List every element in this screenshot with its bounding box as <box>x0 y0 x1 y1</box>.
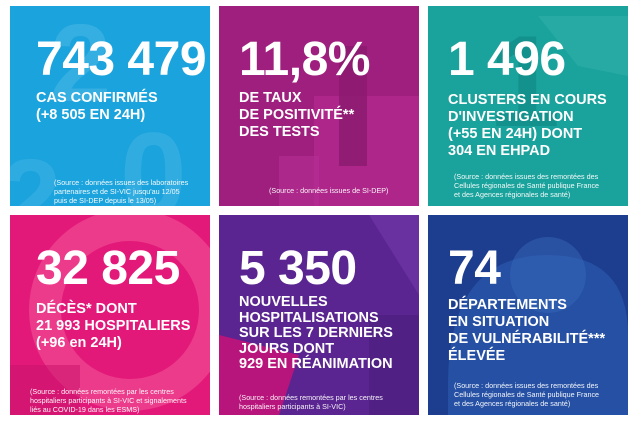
tile-source: (Source : données issues des remontées d… <box>454 172 600 199</box>
svg-text:1: 1 <box>488 8 560 154</box>
vulnerable-departments-tile: 74 DÉPARTEMENTS EN SITUATION DE VULNÉRAB… <box>428 215 628 415</box>
tile-background-decoration <box>448 237 628 415</box>
svg-text:0: 0 <box>120 108 187 206</box>
tile-background-decoration <box>219 215 419 415</box>
tile-label: CAS CONFIRMÉS (+8 505 EN 24H) <box>36 90 158 123</box>
tile-background-decoration <box>279 46 419 206</box>
positivity-rate-tile: 11,8% DE TAUX DE POSITIVITÉ** DES TESTS … <box>219 6 419 206</box>
hospitalisations-tile: 5 350 NOUVELLES HOSPITALISATIONS SUR LES… <box>219 215 419 415</box>
tile-background-decoration: 2 0 2 <box>10 6 187 206</box>
svg-text:2: 2 <box>50 6 111 125</box>
tile-background-decoration <box>10 215 210 415</box>
tile-source: (Source : données issues des laboratoire… <box>54 178 189 205</box>
svg-text:2: 2 <box>10 137 61 206</box>
tile-label: DÉPARTEMENTS EN SITUATION DE VULNÉRABILI… <box>448 297 606 364</box>
tile-value: 743 479 <box>36 33 207 86</box>
tile-value: 32 825 <box>36 242 180 295</box>
tile-value: 5 350 <box>239 242 357 295</box>
tile-source: (Source : données issues des remontées d… <box>454 381 600 408</box>
tile-label: DE TAUX DE POSITIVITÉ** DES TESTS <box>239 90 355 140</box>
tile-source: (Source : données issues de SI-DEP) <box>269 186 389 195</box>
tile-background-decoration: 1 <box>488 8 628 154</box>
tile-value: 1 496 <box>448 33 566 86</box>
tile-source: (Source : données remontées par les cent… <box>30 387 187 414</box>
tile-source: (Source : données remontées par les cent… <box>239 393 383 411</box>
tile-label: NOUVELLES HOSPITALISATIONS SUR LES 7 DER… <box>239 294 393 372</box>
tile-value: 74 <box>448 242 501 295</box>
clusters-tile: 1 1 496 CLUSTERS EN COURS D'INVESTIGATIO… <box>428 6 628 206</box>
confirmed-cases-tile: 2 0 2 743 479 CAS CONFIRMÉS (+8 505 EN 2… <box>10 6 210 206</box>
tile-label: DÉCÈS* DONT 21 993 HOSPITALIERS (+96 en … <box>36 301 191 351</box>
tile-label: CLUSTERS EN COURS D'INVESTIGATION (+55 E… <box>448 92 607 159</box>
deaths-tile: 32 825 DÉCÈS* DONT 21 993 HOSPITALIERS (… <box>10 215 210 415</box>
tile-value: 11,8% <box>239 33 370 86</box>
